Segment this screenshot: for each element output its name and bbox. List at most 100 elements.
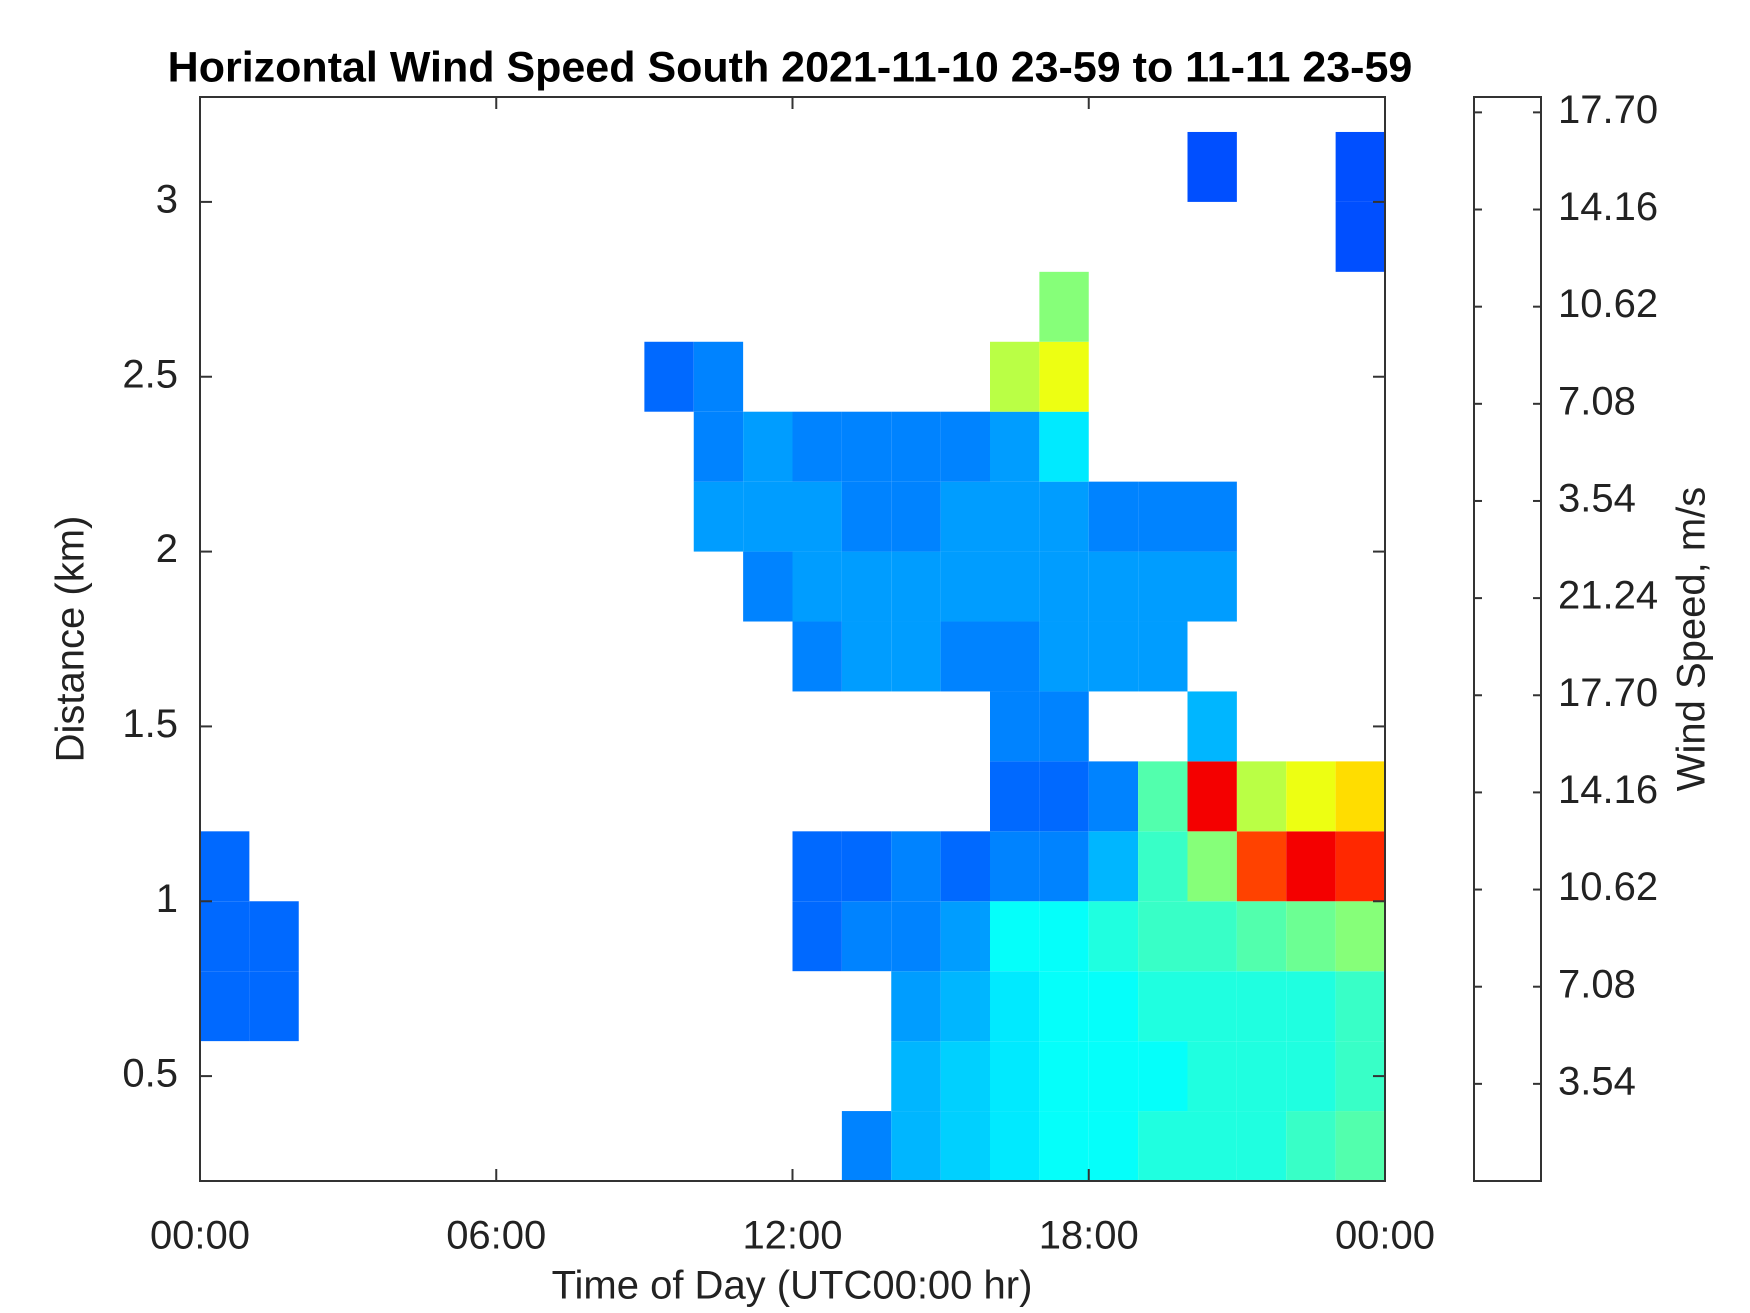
heat-cell (200, 971, 250, 1042)
heat-cell (841, 551, 892, 622)
y-tick-label: 1 (156, 877, 178, 921)
heat-cell (1138, 481, 1188, 552)
heat-cell (990, 901, 1040, 972)
heat-cell (990, 1041, 1040, 1112)
heat-cell (990, 481, 1040, 552)
heat-cell (1286, 831, 1336, 902)
heat-cell (1039, 691, 1089, 762)
heat-cell (1236, 831, 1287, 902)
colorbar-tick-label: 14.16 (1558, 185, 1658, 229)
chart-title: Horizontal Wind Speed South 2021-11-10 2… (168, 43, 1413, 91)
heat-cell (841, 831, 892, 902)
heat-cell (891, 481, 941, 552)
heat-cell (1286, 1041, 1336, 1112)
heat-cell (1039, 1111, 1089, 1181)
heat-cell (743, 551, 793, 622)
y-tick-label: 2 (156, 527, 178, 571)
heat-cell (743, 411, 793, 482)
heat-cell (1187, 481, 1237, 552)
heat-cell (1138, 1041, 1188, 1112)
colorbar-tick-label: 7.08 (1558, 962, 1636, 1006)
heat-cell (1187, 1041, 1237, 1112)
heat-cell (743, 481, 793, 552)
heat-cell (891, 1041, 941, 1112)
heat-cell (841, 411, 892, 482)
heat-cell (940, 481, 990, 552)
colorbar-tick-label: 10.62 (1558, 282, 1658, 326)
y-tick-label: 1.5 (122, 702, 178, 746)
heat-cell (1335, 201, 1385, 272)
heat-cell (1039, 971, 1089, 1042)
y-tick-label: 3 (156, 177, 178, 221)
heat-cell (891, 971, 941, 1042)
x-axis-label: Time of Day (UTC00:00 hr) (552, 1264, 1033, 1308)
heat-cell (940, 971, 990, 1042)
heat-cell (1039, 621, 1089, 692)
heat-cell (1088, 761, 1139, 832)
heat-cell (1187, 691, 1237, 762)
heat-cell (1088, 481, 1139, 552)
heat-cell (940, 831, 990, 902)
heat-cell (940, 901, 990, 972)
heat-cell (990, 971, 1040, 1042)
heat-cell (644, 341, 694, 412)
heat-cell (990, 691, 1040, 762)
heat-cell (1187, 551, 1237, 622)
heat-cell (891, 621, 941, 692)
heat-cell (990, 551, 1040, 622)
heat-cell (990, 621, 1040, 692)
heat-cell (1039, 761, 1089, 832)
heat-cell (792, 621, 842, 692)
heat-cell (693, 341, 744, 412)
heat-cell (1286, 971, 1336, 1042)
heat-cell (891, 831, 941, 902)
heat-cell (1039, 411, 1089, 482)
heat-cell (249, 971, 299, 1042)
heat-cell (1187, 831, 1237, 902)
heat-cell (1286, 761, 1336, 832)
y-tick-label: 2.5 (122, 352, 178, 396)
x-tick-label: 06:00 (446, 1214, 546, 1258)
heat-cell (891, 551, 941, 622)
heat-cell (1088, 1041, 1139, 1112)
heat-cell (891, 1111, 941, 1181)
heat-cell (1039, 341, 1089, 412)
colorbar-tick-label: 17.70 (1558, 88, 1658, 132)
heat-cell (1088, 551, 1139, 622)
heat-cell (1236, 1111, 1287, 1181)
heat-cell (792, 481, 842, 552)
heat-cell (1088, 831, 1139, 902)
heat-cell (1039, 901, 1089, 972)
heat-cell (990, 1111, 1040, 1181)
heat-cell (1088, 1111, 1139, 1181)
heat-cell (1286, 901, 1336, 972)
colorbar-label: Wind Speed, m/s (1670, 487, 1714, 792)
heat-cell (1039, 551, 1089, 622)
heat-cell (940, 621, 990, 692)
colorbar-tick-label: 17.70 (1558, 671, 1658, 715)
heat-cell (841, 621, 892, 692)
heat-cell (1335, 761, 1385, 832)
heat-cell (891, 901, 941, 972)
heat-cell (1335, 831, 1385, 902)
heat-cell (200, 831, 250, 902)
heat-cell (1187, 1111, 1237, 1181)
colorbar-tick-label: 3.54 (1558, 1059, 1636, 1103)
colorbar-tick-label: 7.08 (1558, 379, 1636, 423)
y-tick-label: 0.5 (122, 1052, 178, 1096)
heat-cell (1138, 901, 1188, 972)
heat-cell (1088, 901, 1139, 972)
heat-cell (1187, 971, 1237, 1042)
heat-cell (1138, 831, 1188, 902)
heat-cell (1236, 971, 1287, 1042)
heat-cell (693, 411, 744, 482)
heat-cell (200, 901, 250, 972)
heat-cell (891, 411, 941, 482)
heat-cell (1138, 761, 1188, 832)
heat-cell (1088, 971, 1139, 1042)
heat-cell (990, 341, 1040, 412)
x-tick-label: 12:00 (742, 1214, 842, 1258)
heat-cell (841, 1111, 892, 1181)
heat-cell (1039, 481, 1089, 552)
